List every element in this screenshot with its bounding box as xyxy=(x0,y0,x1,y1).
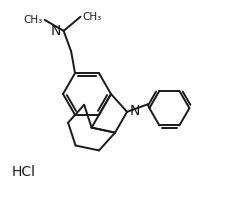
Text: CH₃: CH₃ xyxy=(82,12,101,22)
Text: HCl: HCl xyxy=(12,165,36,179)
Text: N: N xyxy=(50,24,60,38)
Text: CH₃: CH₃ xyxy=(23,15,43,25)
Text: N: N xyxy=(130,104,140,118)
